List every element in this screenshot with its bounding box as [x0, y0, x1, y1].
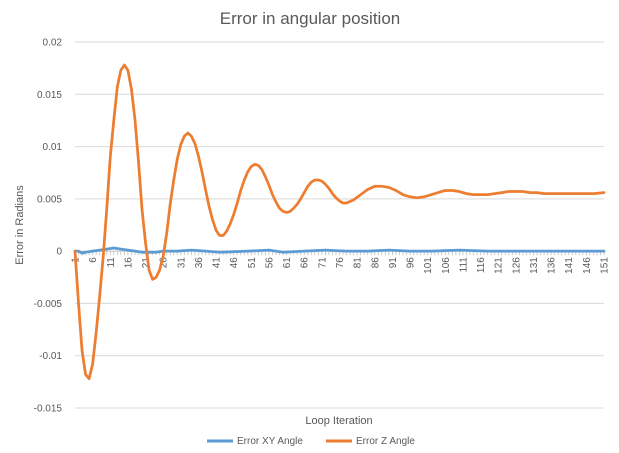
y-tick-label: -0.01 [39, 351, 62, 362]
x-tick-label: 76 [335, 257, 346, 269]
y-tick-label: -0.015 [34, 404, 63, 415]
x-tick-label: 21 [141, 257, 152, 269]
chart-title: Error in angular position [220, 9, 400, 28]
x-tick-label: 31 [176, 257, 187, 269]
x-tick-label: 16 [123, 257, 134, 269]
x-tick-label: 106 [441, 257, 452, 274]
series-lines [73, 63, 606, 381]
y-axis-ticks: 0.02 0.015 0.01 0.005 0 -0.005 -0.01 -0.015 [34, 38, 63, 415]
legend-entry: Error XY Angle [237, 436, 303, 447]
x-tick-label: 111 [458, 257, 469, 273]
x-tick-label: 151 [600, 257, 611, 274]
x-tick-label: 91 [388, 257, 399, 269]
x-axis-label: Loop Iteration [305, 415, 372, 427]
x-tick-label: 136 [547, 257, 558, 274]
y-tick-label: 0.015 [37, 90, 62, 101]
y-tick-label: 0.005 [37, 194, 62, 205]
x-tick-label: 11 [106, 257, 117, 268]
x-tick-label: 121 [494, 257, 505, 274]
x-tick-label: 66 [300, 257, 311, 269]
x-tick-label: 116 [476, 257, 487, 273]
x-tick-label: 141 [564, 257, 575, 274]
legend-entry: Error Z Angle [356, 436, 415, 447]
x-tick-label: 101 [423, 257, 434, 274]
x-tick-label: 56 [264, 257, 275, 269]
x-tick-label: 126 [511, 257, 522, 274]
x-tick-label: 26 [159, 257, 170, 269]
x-tick-label: 146 [582, 257, 593, 274]
y-axis-label: Error in Radians [14, 185, 26, 265]
x-tick-label: 96 [406, 257, 417, 269]
x-tick-label: 36 [194, 257, 205, 269]
x-tick-label: 86 [370, 257, 381, 269]
x-tick-label: 6 [88, 257, 99, 263]
y-tick-label: 0 [56, 247, 62, 258]
gridlines [75, 41, 604, 409]
y-tick-label: -0.005 [34, 299, 63, 310]
x-tick-label: 71 [317, 257, 328, 269]
x-axis-ticks: 1 6 11 1 6 21 26 31 36 41 46 51 56 61 66 71 76 81 86 91 96 10… [71, 257, 611, 274]
y-tick-label: 0.01 [43, 142, 63, 153]
x-tick-label: 51 [247, 257, 258, 269]
y-tick-label: 0.02 [43, 38, 63, 49]
x-tick-label: 131 [529, 257, 540, 274]
legend: Error XY Angle Error Z Angle [207, 436, 415, 447]
series-line-z [73, 63, 606, 381]
x-tick-label: 41 [212, 257, 223, 269]
x-tick-label: 61 [282, 257, 293, 269]
x-tick-label: 81 [353, 257, 364, 269]
x-tick-label: 46 [229, 257, 240, 269]
